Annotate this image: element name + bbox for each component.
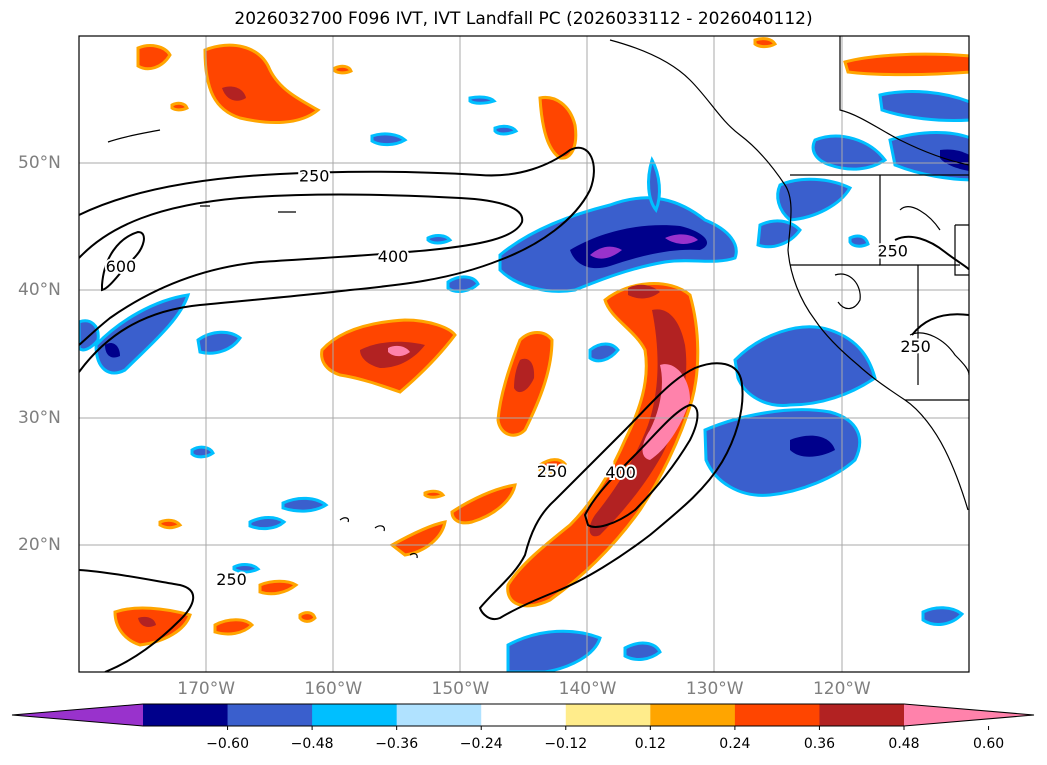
colorbar-tick-label: −0.60 bbox=[206, 736, 249, 752]
lon-tick-label: 140°W bbox=[558, 679, 617, 699]
lon-tick-label: 130°W bbox=[685, 679, 744, 699]
colorbar-segment bbox=[734, 704, 820, 726]
colorbar-tick-label: −0.36 bbox=[375, 736, 419, 752]
contour-label: 250 bbox=[216, 570, 247, 589]
negative-ivt-shading bbox=[79, 90, 969, 672]
colorbar-segment bbox=[312, 704, 398, 726]
lon-tick-label: 150°W bbox=[431, 679, 490, 699]
contour-label: 600 bbox=[106, 257, 137, 276]
lon-tick-label: 170°W bbox=[177, 679, 236, 699]
colorbar-segment bbox=[565, 704, 651, 726]
colorbar-segment bbox=[396, 704, 482, 726]
colorbar-segment bbox=[650, 704, 736, 726]
contour-label: 250 bbox=[537, 462, 568, 481]
lat-tick-label: 20°N bbox=[18, 534, 61, 555]
colorbar-tick-label: 0.36 bbox=[803, 736, 836, 752]
lat-tick-label: 30°N bbox=[18, 407, 61, 428]
figure-title: 2026032700 F096 IVT, IVT Landfall PC (20… bbox=[234, 9, 813, 29]
colorbar-segment bbox=[227, 704, 313, 726]
colorbar-tick-label: 0.48 bbox=[888, 736, 920, 752]
contour-label: 250 bbox=[900, 337, 931, 356]
lat-tick-label: 40°N bbox=[18, 280, 61, 301]
lat-tick-label: 50°N bbox=[18, 153, 61, 174]
contour-labels: 250 400 600 250 400 250 250 250 bbox=[104, 165, 933, 591]
colorbar-tick-label: −0.48 bbox=[290, 736, 334, 752]
ivt-contours bbox=[79, 146, 969, 672]
colorbar-segment bbox=[143, 704, 229, 726]
colorbar-extend-low bbox=[12, 704, 143, 726]
positive-ivt-shading bbox=[113, 37, 969, 647]
colorbar-tick-label: 0.12 bbox=[634, 736, 666, 752]
contour-label: 250 bbox=[299, 167, 330, 186]
contour-label: 400 bbox=[378, 247, 409, 266]
lon-tick-label: 120°W bbox=[812, 679, 871, 699]
colorbar-segment bbox=[819, 704, 905, 726]
contour-label: 400 bbox=[605, 463, 636, 482]
contour-label: 250 bbox=[877, 242, 908, 261]
colorbar-tick-label: −0.12 bbox=[544, 736, 588, 752]
lon-tick-label: 160°W bbox=[304, 679, 363, 699]
colorbar-tick-label: −0.24 bbox=[459, 736, 503, 752]
map-gridlines bbox=[79, 36, 969, 672]
colorbar-tick-label: 0.24 bbox=[719, 736, 751, 752]
colorbar-extend-high bbox=[904, 704, 1034, 726]
colorbar-segment bbox=[481, 704, 567, 726]
colorbar-tick-label: 0.60 bbox=[972, 736, 1005, 752]
colorbar-outline bbox=[11, 703, 1035, 727]
coastlines bbox=[107, 36, 969, 559]
